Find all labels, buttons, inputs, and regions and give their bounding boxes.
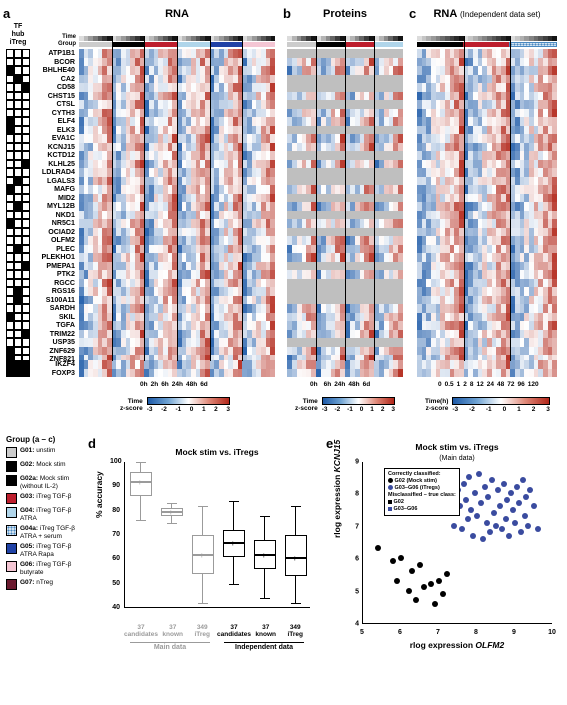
gene-labels: ATP1B1BCORBHLHE40CA2CD58CHST15CTSLCYTH3E…: [33, 49, 75, 364]
panel-b-title: Proteins: [287, 8, 403, 20]
zscore-legend-c: Time(h)z-score -3-2-10123: [425, 397, 550, 413]
panel-a-label: a: [3, 6, 10, 21]
heatmap-c-bottom: [417, 360, 557, 377]
scatter-legend: Correctly classified: G02 (Mock stim) G0…: [384, 468, 460, 516]
time-axis-c: 00.51281224487296120: [438, 381, 542, 388]
panel-c-title: RNA (Independent data set): [417, 8, 557, 20]
heatmap-c: [417, 36, 557, 364]
gene-labels-bottom: IKZF4FOXP3: [33, 360, 75, 377]
time-axis-a: 0h2h6h24h48h6d: [140, 381, 211, 388]
time-axis-b: 0h6h24h48h6d: [310, 381, 373, 388]
tf-matrix-bottom: [6, 360, 30, 377]
time-row-label: Time: [44, 34, 76, 40]
panel-d-boxplot: Mock stim vs. iTregs % accuracy ++++++ 3…: [98, 448, 314, 648]
group-row-label: Group: [44, 41, 76, 47]
tf-header: TF hub iTreg: [3, 23, 33, 47]
panel-c-label: c: [409, 6, 416, 21]
zscore-legend-a: Timez-score -3-2-10123: [120, 397, 230, 413]
zscore-legend-b: Timez-score -3-2-10123: [295, 397, 395, 413]
panel-e-scatter: Mock stim vs. iTregs (Main data) rlog ex…: [336, 448, 558, 648]
heatmap-a-bottom: [79, 360, 275, 377]
tf-matrix: [6, 49, 30, 364]
heatmap-b-bottom: [287, 360, 403, 377]
panel-d-label: d: [88, 436, 96, 451]
group-legend: Group (a – c) G01: unstimG02: Mock stimG…: [6, 435, 82, 593]
panel-a-title: RNA: [79, 8, 275, 20]
